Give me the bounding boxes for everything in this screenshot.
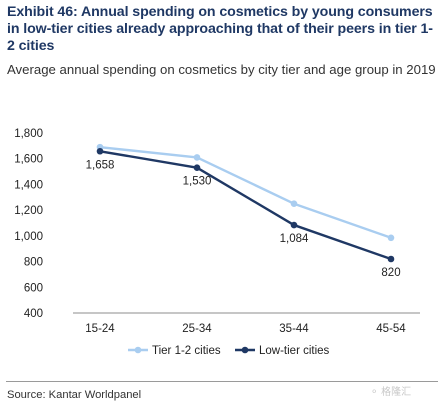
y-tick-label: 1,800 [14,128,43,140]
data-label: 1,658 [86,159,115,171]
legend-label: Low-tier cities [259,345,330,357]
data-label: 820 [381,267,400,279]
data-point [387,255,395,263]
y-tick-label: 400 [24,308,43,320]
y-tick-label: 1,600 [14,154,43,166]
source-divider [6,381,438,382]
data-label: 1,530 [183,176,212,188]
source-note: Source: Kantar Worldpanel [7,389,142,401]
x-tick-label: 45-54 [376,323,406,335]
legend-marker [134,346,142,354]
data-point [290,221,298,229]
x-tick-label: 15-24 [85,323,115,335]
series-line [99,145,392,239]
watermark-logo: ⚬ 格隆汇 [370,387,412,398]
y-tick-label: 800 [24,257,43,269]
data-point [96,147,104,155]
data-label: 1,084 [280,233,309,245]
y-tick-label: 1,200 [14,205,43,217]
x-tick-label: 25-34 [182,323,212,335]
legend-label: Tier 1-2 cities [152,345,221,357]
data-point [193,164,201,172]
chart-title: Exhibit 46: Annual spending on cosmetics… [7,4,433,54]
data-point [290,200,298,208]
y-tick-label: 1,400 [14,179,43,191]
y-tick-label: 600 [24,282,43,294]
data-point [387,234,395,242]
chart-subtitle: Average annual spending on cosmetics by … [7,62,436,77]
series-line [99,150,392,261]
legend-marker [241,346,249,354]
data-point [193,154,201,161]
x-tick-label: 35-44 [279,323,309,335]
y-tick-label: 1,000 [14,231,43,243]
